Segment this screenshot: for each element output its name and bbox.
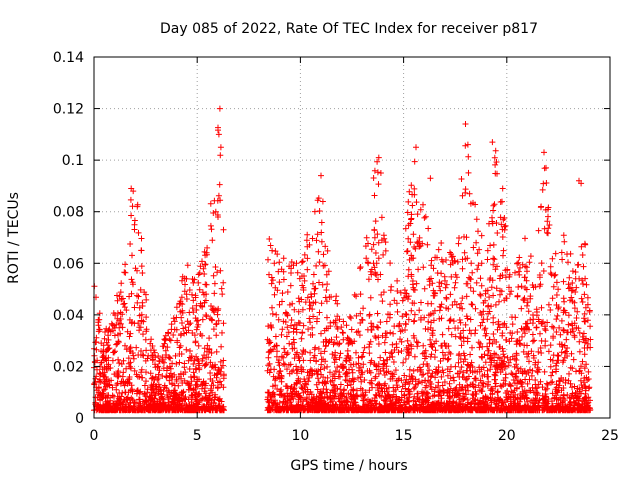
x-tick-label: 10 xyxy=(291,428,309,444)
y-tick-label: 0.12 xyxy=(53,102,84,118)
data-points xyxy=(91,105,594,414)
x-tick-label: 0 xyxy=(90,428,99,444)
y-axis: 0 0.02 0.04 0.06 0.08 0.1 0.12 0.14 xyxy=(53,50,610,427)
plot-border xyxy=(93,56,611,419)
plot-frame xyxy=(93,56,611,419)
y-tick-label: 0.08 xyxy=(53,205,84,221)
x-tick-label: 15 xyxy=(395,428,413,444)
y-tick-label: 0.04 xyxy=(53,308,84,324)
x-tick-label: 5 xyxy=(193,428,202,444)
x-tick-label: 20 xyxy=(498,428,516,444)
roti-points xyxy=(91,105,594,414)
chart-title: Day 085 of 2022, Rate Of TEC Index for r… xyxy=(160,21,538,37)
y-tick-label: 0.1 xyxy=(62,153,84,169)
x-axis: 0 5 10 15 20 25 xyxy=(90,57,619,444)
y-axis-title: ROTI / TECUs xyxy=(6,192,22,284)
y-tick-label: 0.14 xyxy=(53,50,84,66)
x-tick-label: 25 xyxy=(601,428,619,444)
y-tick-label: 0 xyxy=(75,411,84,427)
x-axis-title: GPS time / hours xyxy=(290,458,407,474)
y-tick-label: 0.06 xyxy=(53,256,84,272)
y-tick-label: 0.02 xyxy=(53,359,84,375)
